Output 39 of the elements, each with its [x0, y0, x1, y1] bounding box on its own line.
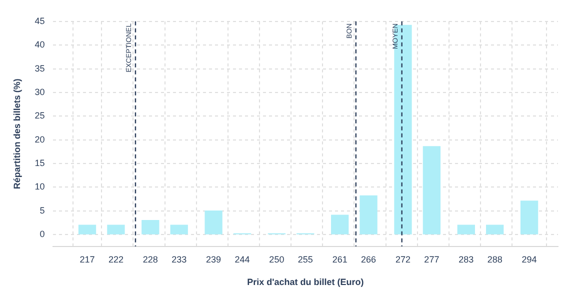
y-tick-label: 15: [34, 158, 45, 168]
y-tick-label: 30: [34, 86, 45, 97]
bar: [204, 210, 222, 234]
bar: [422, 146, 441, 234]
x-tick-label: 250: [269, 254, 284, 264]
x-tick-label: 217: [80, 254, 95, 264]
bar: [360, 195, 378, 234]
x-tick-label: 266: [361, 254, 376, 264]
y-axis-title: Répartition des billets (%): [12, 78, 22, 190]
y-tick-label: 45: [34, 16, 45, 26]
bar: [107, 224, 125, 234]
y-tick-label: 25: [34, 110, 45, 121]
y-tick-label: 40: [34, 40, 45, 50]
bar: [520, 200, 538, 234]
x-tick-label: 283: [458, 254, 474, 264]
x-tick-label: 288: [487, 254, 502, 264]
x-tick-label: 244: [234, 254, 250, 264]
x-tick-label: 255: [298, 254, 313, 264]
x-tick-label: 228: [142, 254, 158, 264]
x-tick-label: 239: [206, 254, 222, 264]
x-tick-label: 222: [108, 254, 124, 264]
bar: [331, 214, 349, 234]
bar: [142, 220, 160, 234]
bar: [457, 224, 475, 234]
y-tick-label: 10: [34, 182, 45, 192]
bar: [394, 24, 412, 234]
y-tick-label: 20: [34, 134, 45, 144]
bar: [486, 224, 504, 234]
x-tick-label: 277: [424, 254, 440, 264]
x-tick-label: 294: [522, 254, 537, 264]
y-tick-label: 0: [40, 229, 45, 240]
x-tick-label: 261: [332, 254, 348, 264]
x-tick-label: 272: [395, 254, 411, 264]
x-tick-label: 233: [172, 254, 187, 264]
x-axis-title: Prix d'achat du billet (Euro): [247, 277, 364, 288]
bar: [170, 224, 188, 234]
bar: [78, 224, 96, 234]
y-tick-label: 5: [40, 205, 45, 216]
y-tick-label: 35: [34, 63, 45, 74]
